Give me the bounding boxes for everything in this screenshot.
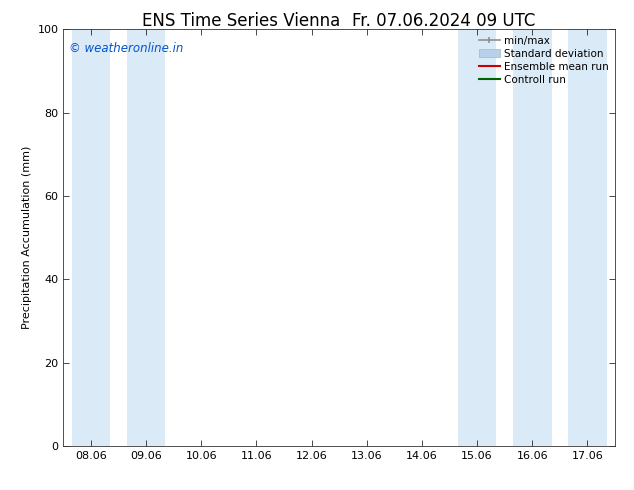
Bar bbox=[458, 29, 496, 446]
Legend: min/max, Standard deviation, Ensemble mean run, Controll run: min/max, Standard deviation, Ensemble me… bbox=[475, 31, 613, 89]
Bar bbox=[513, 29, 552, 446]
Bar bbox=[568, 29, 607, 446]
Bar bbox=[127, 29, 165, 446]
Bar bbox=[72, 29, 110, 446]
Text: © weatheronline.in: © weatheronline.in bbox=[69, 42, 183, 55]
Text: ENS Time Series Vienna: ENS Time Series Vienna bbox=[142, 12, 340, 30]
Text: Fr. 07.06.2024 09 UTC: Fr. 07.06.2024 09 UTC bbox=[352, 12, 536, 30]
Y-axis label: Precipitation Accumulation (mm): Precipitation Accumulation (mm) bbox=[22, 146, 32, 329]
